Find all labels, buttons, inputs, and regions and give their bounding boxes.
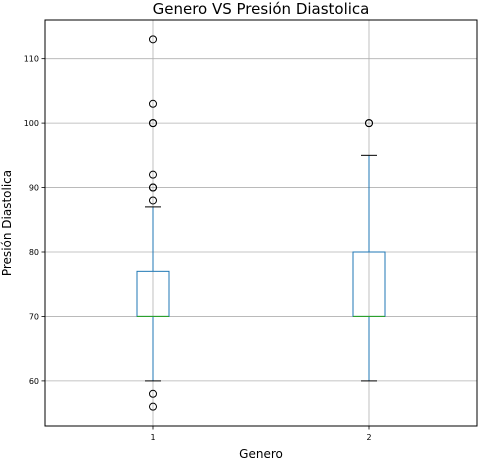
x-tick-label: 1: [150, 433, 155, 442]
outlier-point: [149, 170, 157, 179]
y-tick-label: 110: [24, 55, 39, 64]
outlier-point: [365, 119, 373, 128]
y-tick-label: 70: [29, 312, 39, 321]
outlier-point: [149, 119, 157, 128]
y-tick-label: 60: [29, 377, 39, 386]
plot-frame: [44, 19, 478, 427]
outlier-point: [149, 402, 157, 411]
x-tick-label: 2: [366, 433, 371, 442]
outlier-point: [149, 196, 157, 205]
x-axis-label: Genero: [239, 447, 283, 461]
outlier-point: [149, 35, 157, 44]
chart-title: Genero VS Presión Diastolica: [153, 0, 370, 18]
y-tick-label: 90: [29, 184, 39, 193]
outlier-point: [149, 99, 157, 108]
outlier-point: [149, 183, 157, 192]
plot-area: [136, 35, 386, 411]
y-tick-label: 80: [29, 248, 39, 257]
grid-lines: [45, 20, 477, 426]
y-axis-label: Presión Diastolica: [0, 170, 14, 276]
y-tick-label: 100: [24, 119, 39, 128]
outlier-point: [149, 389, 157, 398]
axes: 60 70 80 90 100 110 1 2: [24, 55, 372, 442]
